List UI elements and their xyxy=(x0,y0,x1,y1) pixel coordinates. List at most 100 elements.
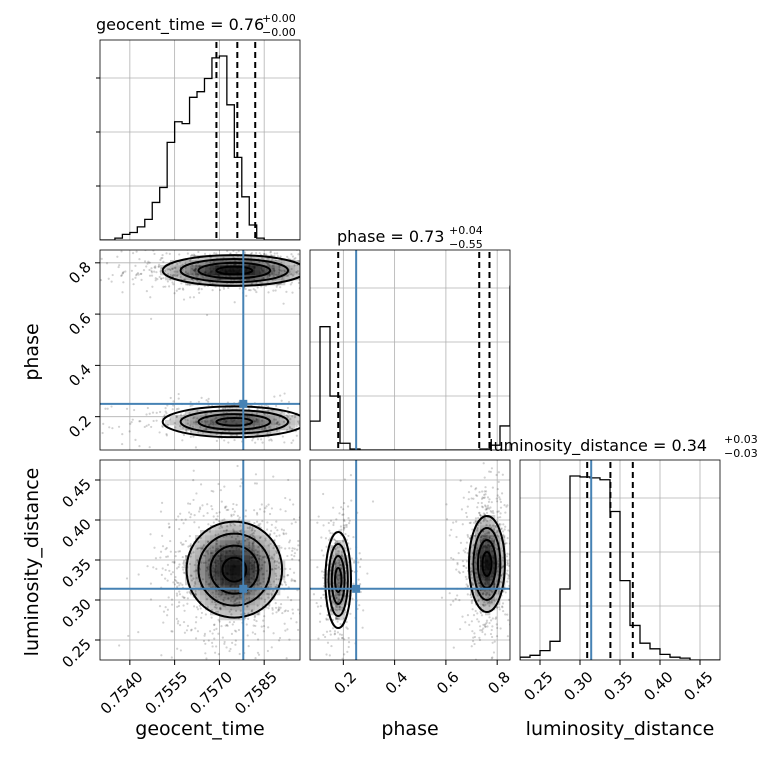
scatter-point xyxy=(490,601,494,604)
scatter-point xyxy=(253,266,256,270)
scatter-point xyxy=(305,281,307,283)
scatter-point xyxy=(221,581,225,585)
density-cell xyxy=(250,410,256,416)
scatter-point xyxy=(478,581,481,584)
scatter-point xyxy=(347,641,351,644)
scatter-point xyxy=(253,561,257,564)
scatter-point xyxy=(148,274,152,277)
scatter-point xyxy=(233,278,236,282)
density-cell xyxy=(200,260,206,266)
scatter-point xyxy=(333,279,335,281)
scatter-point xyxy=(506,613,509,616)
scatter-point xyxy=(277,271,281,274)
density-cell xyxy=(270,565,276,571)
scatter-point xyxy=(286,554,289,558)
density-cell xyxy=(345,600,351,606)
scatter-point xyxy=(508,584,510,588)
density-cell xyxy=(270,585,276,591)
scatter-points xyxy=(118,464,307,660)
density-cell xyxy=(190,265,196,271)
scatter-point xyxy=(459,627,462,631)
scatter-point xyxy=(221,592,224,596)
scatter-point xyxy=(225,275,228,278)
density-cell xyxy=(235,420,241,426)
panel-frame xyxy=(309,249,511,451)
scatter-point xyxy=(480,536,483,539)
scatter-point xyxy=(206,272,210,276)
scatter-point xyxy=(226,563,230,566)
scatter-point xyxy=(304,566,306,568)
scatter-point xyxy=(258,260,261,264)
scatter-point xyxy=(482,537,485,540)
scatter-point xyxy=(280,279,283,282)
scatter-point xyxy=(292,503,295,506)
scatter-point xyxy=(337,598,340,601)
scatter-point xyxy=(101,431,104,435)
scatter-point xyxy=(190,574,193,577)
scatter-point xyxy=(506,580,509,583)
scatter-point xyxy=(288,421,291,424)
density-cell xyxy=(290,265,296,271)
scatter-point xyxy=(359,565,362,568)
scatter-point xyxy=(183,566,186,569)
scatter-point xyxy=(255,520,259,523)
scatter-point xyxy=(188,544,191,547)
scatter-point xyxy=(452,558,455,561)
scatter-point xyxy=(175,289,178,292)
scatter-point xyxy=(506,569,509,572)
scatter-point xyxy=(291,291,294,294)
density-cell xyxy=(220,535,226,541)
scatter-point xyxy=(232,600,235,603)
density-cell xyxy=(270,545,276,551)
scatter-point xyxy=(220,500,223,503)
scatter-point xyxy=(275,285,278,288)
scatter-point xyxy=(494,543,498,546)
density-cell xyxy=(495,590,501,596)
scatter-point xyxy=(164,285,167,288)
density-cell xyxy=(340,605,346,611)
scatter-point xyxy=(248,537,251,540)
scatter-point xyxy=(202,545,205,548)
density-cell xyxy=(185,415,191,421)
density-cell xyxy=(480,580,486,586)
scatter-point xyxy=(166,280,169,283)
scatter-point xyxy=(466,614,470,617)
scatter-point xyxy=(158,604,162,608)
scatter-point xyxy=(214,558,217,562)
scatter-point xyxy=(267,544,270,547)
scatter-point xyxy=(285,532,288,535)
scatter-point xyxy=(180,413,183,416)
scatter-point xyxy=(340,563,343,566)
density-cell xyxy=(245,570,251,576)
y-tick-label: 0.35 xyxy=(58,555,94,591)
scatter-point xyxy=(305,574,307,576)
scatter-point xyxy=(234,582,237,585)
density-cell xyxy=(190,575,196,581)
scatter-point xyxy=(330,415,332,417)
density-cell xyxy=(265,540,271,546)
scatter-point xyxy=(254,420,258,423)
scatter-point xyxy=(486,519,489,523)
scatter-point xyxy=(325,653,328,656)
scatter-point xyxy=(333,633,336,636)
scatter-point xyxy=(216,570,219,573)
density-cell xyxy=(195,560,201,566)
density-cell xyxy=(275,580,281,586)
scatter-point xyxy=(238,602,241,605)
contour-line xyxy=(161,405,300,439)
scatter-point xyxy=(249,526,252,529)
scatter-point xyxy=(224,270,228,273)
scatter-point xyxy=(512,605,514,607)
scatter-point xyxy=(196,272,200,276)
scatter-point xyxy=(201,504,204,507)
scatter-point xyxy=(272,475,275,478)
scatter-point xyxy=(232,270,235,273)
scatter-point xyxy=(252,425,256,428)
scatter-point xyxy=(488,507,491,510)
density-cell xyxy=(220,410,226,416)
scatter-point xyxy=(210,616,213,619)
density-cell xyxy=(470,585,476,591)
scatter-point xyxy=(312,593,316,596)
x-axis-luminosity_distance: 0.25 0.30 0.35 0.40 0.45 xyxy=(520,660,717,704)
density-cell xyxy=(235,560,241,566)
